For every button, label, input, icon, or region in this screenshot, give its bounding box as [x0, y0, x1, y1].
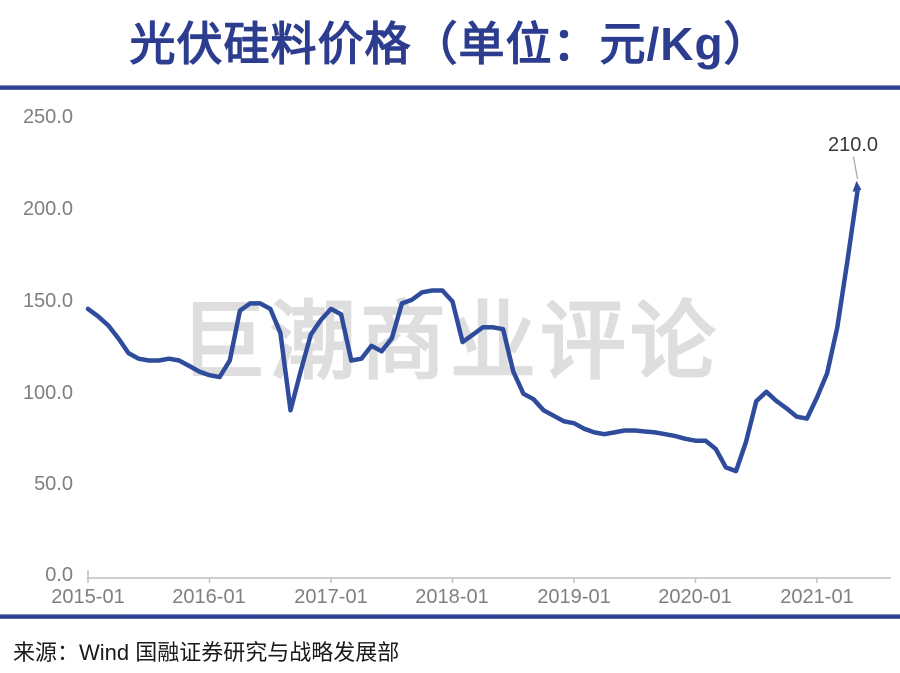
x-axis-label: 2019-01: [537, 586, 611, 608]
source-note: 来源：Wind 国融证券研究与战略发展部: [13, 640, 400, 665]
x-axis-ticks: [87, 578, 818, 583]
y-axis-label: 150.0: [22, 290, 73, 312]
x-axis-label: 2015-01: [51, 586, 125, 608]
peak-value-callout: 210.0: [827, 134, 879, 156]
x-axis-label: 2017-01: [294, 586, 368, 608]
y-axis-label: 200.0: [22, 198, 73, 220]
y-axis-label: 250.0: [22, 106, 73, 128]
x-axis-label: 2018-01: [415, 586, 489, 608]
price-line: [85, 188, 860, 474]
x-axis-label: 2021-01: [780, 586, 854, 608]
x-axis-label: 2016-01: [172, 586, 246, 608]
line-end-arrow-icon: [852, 180, 862, 192]
bottom-divider: [0, 614, 900, 619]
y-axis-label: 0.0: [45, 564, 73, 586]
x-axis-label: 2020-01: [658, 586, 732, 608]
top-divider: [0, 85, 900, 90]
chart-title: 光伏硅料价格（单位：元/Kg）: [129, 18, 771, 70]
annotation-leader-line: [852, 156, 859, 180]
price-line-chart: 巨潮商业评论 250.0 200.0 150.0 100.0 50.0 0.0 …: [0, 92, 900, 612]
watermark-text: 巨潮商业评论: [180, 294, 720, 390]
y-axis-label: 50.0: [34, 473, 73, 495]
y-axis-label: 100.0: [22, 382, 73, 404]
plot-area: [85, 156, 891, 583]
